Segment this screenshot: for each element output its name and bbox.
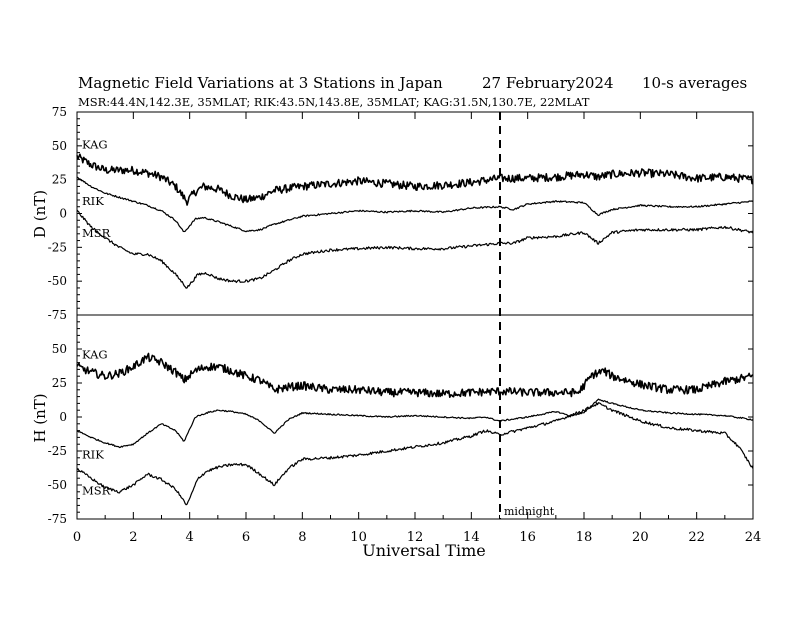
- xtick-label: 14: [463, 530, 480, 545]
- xtick-label: 20: [632, 530, 649, 545]
- bottom-panel-ylabel: H (nT): [31, 393, 49, 442]
- xtick-label: 24: [745, 530, 762, 545]
- bottom-series-label-rik: RIK: [82, 448, 104, 462]
- top-series-line-kag: [76, 153, 754, 206]
- bottom-series-label-kag: KAG: [82, 348, 108, 362]
- chart-title: Magnetic Field Variations at 3 Stations …: [78, 74, 443, 92]
- xtick-label: 4: [186, 530, 194, 545]
- top-series-label-msr: MSR: [82, 226, 111, 240]
- top-series-label-rik: RIK: [82, 194, 104, 208]
- top-panel-axis: 75 50 25 0 -25 -50 -75: [48, 105, 753, 322]
- top-series-line-rik: [76, 176, 754, 233]
- midnight-annotation: midnight: [504, 505, 555, 518]
- top-ytick-label: 25: [52, 173, 67, 187]
- x-axis-label: Universal Time: [362, 541, 485, 560]
- xtick-label: 6: [242, 530, 250, 545]
- top-ytick-label: 75: [52, 105, 67, 119]
- chart-date: 27 February2024: [482, 74, 614, 92]
- top-panel-ylabel: D (nT): [31, 190, 49, 238]
- top-series-line-msr: [76, 209, 754, 289]
- bottom-series-line-rik: [76, 398, 754, 449]
- bottom-ytick-label: 50: [52, 342, 67, 356]
- bottom-panel-axis: 50 25 0 -25 -50 -75: [48, 321, 753, 526]
- bottom-ytick-label: -50: [48, 478, 67, 492]
- bottom-series-line-msr: [76, 402, 754, 506]
- bottom-ytick-label: -25: [48, 444, 67, 458]
- xtick-label: 18: [576, 530, 593, 545]
- bottom-ytick-label: 25: [52, 376, 67, 390]
- stations-info: MSR:44.4N,142.3E, 35MLAT; RIK:43.5N,143.…: [78, 95, 590, 109]
- xtick-label: 10: [350, 530, 367, 545]
- xtick-label: 8: [298, 530, 306, 545]
- x-axis: 0 2 4 6 8 10 12 14 16 18 20 22 24: [73, 112, 761, 545]
- bottom-ytick-label: 0: [59, 410, 67, 424]
- top-panel-series: KAG RIK MSR: [76, 138, 754, 289]
- bottom-panel-series: KAG RIK MSR: [76, 348, 754, 506]
- chart-averaging: 10-s averages: [642, 74, 747, 92]
- top-ytick-label: 0: [59, 207, 67, 221]
- xtick-label: 0: [73, 530, 81, 545]
- top-ytick-label: -50: [48, 274, 67, 288]
- bottom-series-line-kag: [76, 352, 754, 398]
- top-ytick-label: 50: [52, 139, 67, 153]
- xtick-label: 12: [407, 530, 424, 545]
- top-series-label-kag: KAG: [82, 138, 108, 152]
- bottom-ytick-label: -75: [48, 512, 67, 526]
- top-ytick-label: -25: [48, 240, 67, 254]
- bottom-series-label-msr: MSR: [82, 484, 111, 498]
- top-ytick-label: -75: [48, 308, 67, 322]
- xtick-label: 2: [129, 530, 137, 545]
- xtick-label: 22: [688, 530, 705, 545]
- xtick-label: 16: [519, 530, 536, 545]
